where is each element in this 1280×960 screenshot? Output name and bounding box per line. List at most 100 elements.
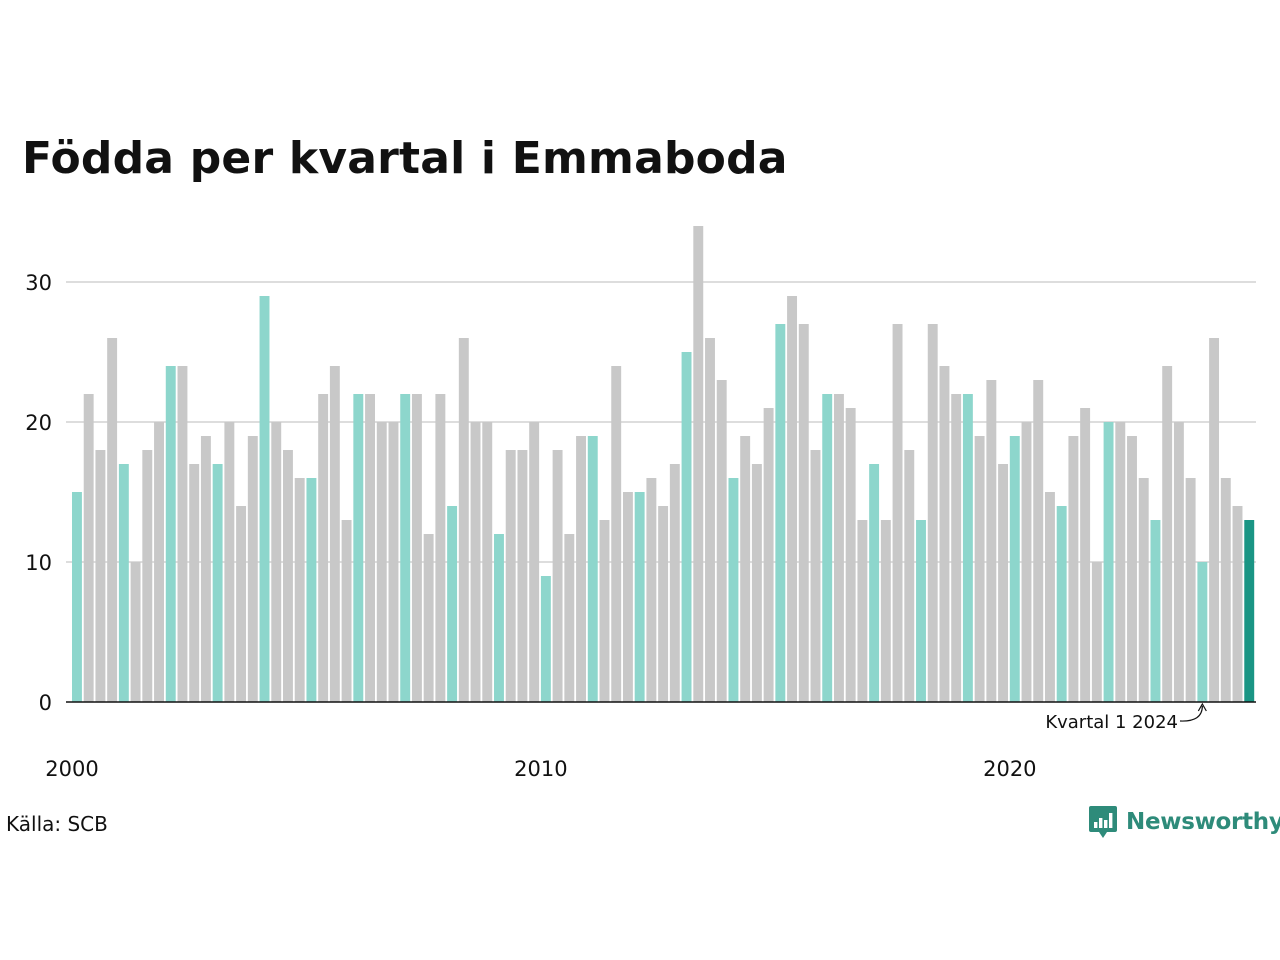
bar (787, 296, 798, 702)
source-note: Källa: SCB (6, 812, 108, 836)
bar (693, 226, 704, 702)
bar (95, 450, 106, 702)
bar (845, 408, 856, 702)
bar (212, 464, 223, 702)
bar (283, 450, 293, 702)
bar (165, 366, 176, 702)
bars (72, 226, 1255, 702)
bar (400, 394, 411, 702)
annotation-label: Kvartal 1 2024 (1045, 712, 1178, 733)
bar (1173, 422, 1184, 702)
bar (763, 408, 774, 702)
bar (435, 394, 446, 702)
bar (974, 436, 985, 702)
bar (622, 492, 633, 702)
bar (646, 478, 657, 702)
bar (294, 478, 305, 702)
bar (1244, 520, 1255, 702)
bar (1209, 338, 1220, 702)
bar (306, 478, 317, 702)
bar (247, 436, 258, 702)
bar (1068, 436, 1079, 702)
bar (72, 492, 82, 702)
bar (118, 464, 129, 702)
newsworthy-logo-icon (1089, 806, 1117, 838)
bar (576, 436, 586, 702)
bar (751, 464, 762, 702)
bar (939, 366, 950, 702)
bar (658, 506, 669, 702)
bar (892, 324, 903, 702)
bar (200, 436, 211, 702)
y-tick-label: 20 (25, 411, 52, 435)
bar (1009, 436, 1020, 702)
x-tick-label: 2020 (983, 757, 1036, 781)
bar (1162, 366, 1173, 702)
bar (1080, 408, 1091, 702)
bar (927, 324, 938, 702)
bar (1138, 478, 1149, 702)
bar (318, 394, 329, 702)
bar (470, 422, 481, 702)
bar (365, 394, 375, 702)
bar (833, 394, 844, 702)
bar (1056, 506, 1067, 702)
chart-title: Födda per kvartal i Emmaboda (22, 133, 788, 184)
annotation-arrow (1179, 705, 1203, 722)
bar (587, 436, 598, 702)
bar (798, 324, 809, 702)
annotation-arrowhead (1197, 702, 1207, 712)
bar (329, 366, 340, 702)
bar (83, 394, 94, 702)
brand-logo: Newsworthy (1088, 804, 1280, 840)
bar (259, 296, 270, 702)
y-tick-label: 0 (39, 691, 52, 715)
bar (810, 450, 821, 702)
bar (634, 492, 645, 702)
bar (916, 520, 926, 702)
bar (857, 520, 868, 702)
bar (705, 338, 715, 702)
bar (1044, 492, 1055, 702)
bar (1232, 506, 1243, 702)
bar (341, 520, 352, 702)
bar (236, 506, 247, 702)
x-tick-label: 2010 (514, 757, 567, 781)
bar (986, 380, 997, 702)
bar (552, 450, 563, 702)
bar (564, 534, 575, 702)
annotation: Kvartal 1 2024 (1045, 702, 1207, 733)
bar (447, 506, 458, 702)
bar (1021, 422, 1032, 702)
bar (224, 422, 235, 702)
bar (880, 520, 891, 702)
bar (611, 366, 622, 702)
bar (869, 464, 880, 702)
x-tick-label: 2000 (45, 757, 98, 781)
bar (951, 394, 962, 702)
bar (1220, 478, 1231, 702)
bar (130, 562, 141, 702)
bar (177, 366, 188, 702)
bar (107, 338, 118, 702)
bar (775, 324, 786, 702)
bar (505, 450, 516, 702)
bar (740, 436, 751, 702)
bar (517, 450, 528, 702)
bar (154, 422, 164, 702)
bar (728, 478, 739, 702)
y-tick-label: 10 (25, 551, 52, 575)
bar (482, 422, 493, 702)
bar (998, 464, 1009, 702)
bar (1150, 520, 1161, 702)
bar (1127, 436, 1137, 702)
bar (962, 394, 973, 702)
bar (494, 534, 504, 702)
bar (540, 576, 551, 702)
y-tick-label: 30 (25, 271, 52, 295)
bar (142, 450, 153, 702)
bar (716, 380, 727, 702)
bar (189, 464, 200, 702)
bar (376, 422, 387, 702)
